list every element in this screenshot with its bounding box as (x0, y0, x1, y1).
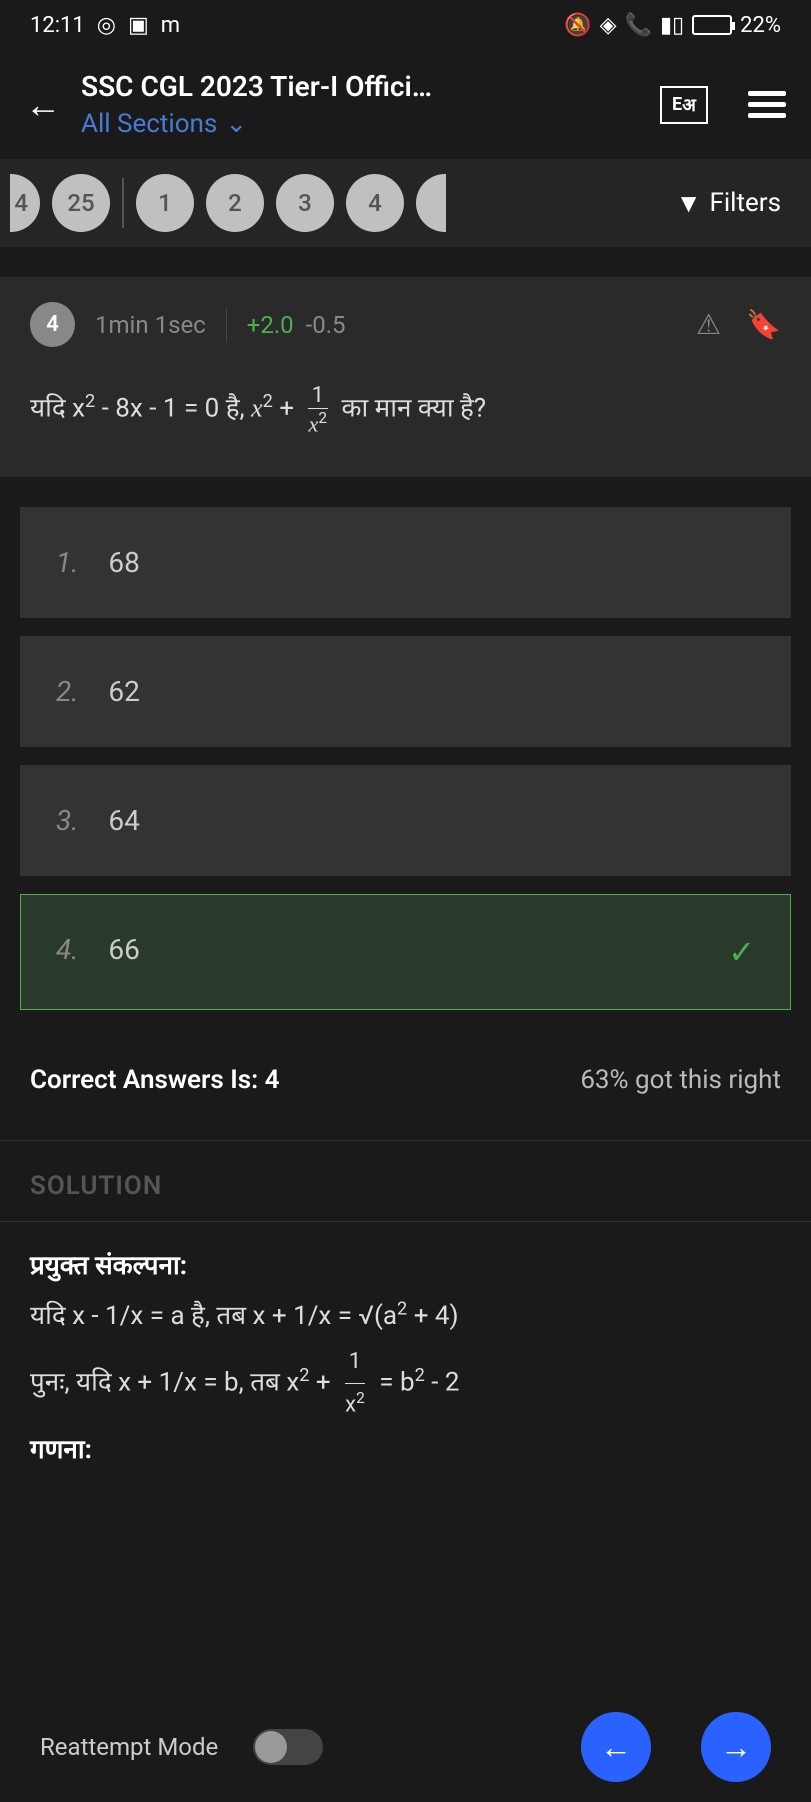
filter-icon: ▼ (676, 188, 702, 219)
next-button[interactable]: → (701, 1712, 771, 1782)
sol-l1a: यदि x - 1/x = a है, तब x + 1/x = √(a (30, 1301, 397, 1331)
signal-icon: ▮▯ (660, 13, 684, 38)
concept-line-2: पुनः, यदि x + 1/x = b, तब x2 + 1x2 = b2 … (30, 1341, 781, 1426)
wifi-call-icon: 📞 (625, 13, 652, 38)
solution-body: प्रयुक्त संकल्पना: यदि x - 1/x = a है, त… (0, 1221, 811, 1495)
option-3[interactable]: 3. 64 (20, 765, 791, 876)
question-number-badge: 4 (30, 302, 75, 347)
sol-l2b: = b (373, 1368, 415, 1398)
mute-icon: 🔕 (564, 13, 591, 38)
battery-pct: 22% (740, 13, 781, 38)
option-4-num: 4. (56, 933, 78, 971)
option-3-num: 3. (56, 804, 78, 837)
q-mid: - 8x - 1 = 0 है, (95, 394, 251, 424)
q-nav-25[interactable]: 25 (52, 174, 110, 232)
app-icon: ▣ (128, 13, 149, 38)
lang-e: E (672, 94, 682, 115)
positive-marks: +2.0 (247, 311, 294, 339)
negative-marks: -0.5 (306, 311, 346, 339)
check-icon: ✓ (728, 933, 755, 971)
reattempt-toggle[interactable] (253, 1729, 323, 1765)
language-toggle[interactable]: E अ (660, 86, 708, 124)
wifi-icon: ◈ (600, 13, 617, 38)
options-list: 1. 68 2. 62 3. 64 4. 66 ✓ (0, 477, 811, 1040)
question-text: यदि x2 - 8x - 1 = 0 है, x2 + 1x2 का मान … (0, 362, 811, 477)
reattempt-label: Reattempt Mode (40, 1733, 218, 1761)
section-divider (122, 178, 124, 228)
toggle-knob (255, 1731, 287, 1763)
status-time: 12:11 (30, 13, 85, 38)
solution-heading: SOLUTION (0, 1140, 811, 1221)
option-2-num: 2. (56, 675, 78, 708)
lang-hi: अ (682, 93, 696, 117)
q-suffix: का मान क्या है? (335, 394, 486, 424)
bottom-bar: Reattempt Mode ← → (0, 1692, 811, 1802)
q-nav-3[interactable]: 3 (276, 174, 334, 232)
correct-answer-label: Correct Answers Is: 4 (30, 1065, 279, 1095)
q-nav-4[interactable]: 4 (346, 174, 404, 232)
instagram-icon: ◎ (97, 13, 116, 38)
prev-button[interactable]: ← (581, 1712, 651, 1782)
q-nav-24[interactable]: 4 (10, 174, 40, 232)
info-divider (226, 307, 227, 342)
option-1[interactable]: 1. 68 (20, 507, 791, 618)
section-label: All Sections (81, 109, 217, 139)
question-nav: 4 25 1 2 3 4 ▼ Filters (0, 159, 811, 247)
percent-correct: 63% got this right (580, 1065, 781, 1095)
option-4-val: 66 (108, 933, 139, 971)
section-dropdown[interactable]: All Sections ⌄ (81, 109, 640, 139)
q-nav-1[interactable]: 1 (136, 174, 194, 232)
option-1-num: 1. (56, 546, 78, 579)
filters-button[interactable]: ▼ Filters (676, 188, 801, 219)
option-1-val: 68 (108, 546, 139, 579)
back-icon[interactable]: ← (25, 84, 61, 126)
sol-l1b: + 4) (407, 1301, 458, 1331)
filter-label: Filters (709, 188, 781, 218)
calc-heading: गणना: (30, 1426, 781, 1475)
report-icon[interactable]: ⚠ (696, 308, 721, 341)
battery-icon (692, 15, 732, 35)
status-bar: 12:11 ◎ ▣ m 🔕 ◈ 📞 ▮▯ 22% (0, 0, 811, 50)
menu-icon[interactable] (748, 91, 786, 118)
answer-row: Correct Answers Is: 4 63% got this right (0, 1040, 811, 1120)
sol-l2c: - 2 (425, 1368, 460, 1398)
option-2[interactable]: 2. 62 (20, 636, 791, 747)
bookmark-icon[interactable]: 🔖 (746, 308, 781, 341)
chevron-down-icon: ⌄ (225, 109, 247, 139)
page-title: SSC CGL 2023 Tier-I Offici… (81, 70, 640, 103)
option-4[interactable]: 4. 66 ✓ (20, 894, 791, 1010)
q-nav-5[interactable] (416, 174, 446, 232)
time-taken: 1min 1sec (95, 311, 206, 339)
question-info: 4 1min 1sec +2.0 -0.5 ⚠ 🔖 (0, 277, 811, 362)
option-3-val: 64 (108, 804, 139, 837)
concept-line-1: यदि x - 1/x = a है, तब x + 1/x = √(a2 + … (30, 1292, 781, 1341)
q-nav-2[interactable]: 2 (206, 174, 264, 232)
m-icon: m (161, 13, 180, 38)
q-prefix: यदि x (30, 394, 85, 424)
concept-heading: प्रयुक्त संकल्पना: (30, 1242, 781, 1291)
marks: +2.0 -0.5 (247, 311, 346, 339)
option-2-val: 62 (108, 675, 139, 708)
sol-l2a: पुनः, यदि x + 1/x = b, तब (30, 1368, 286, 1398)
header: ← SSC CGL 2023 Tier-I Offici… All Sectio… (0, 50, 811, 159)
